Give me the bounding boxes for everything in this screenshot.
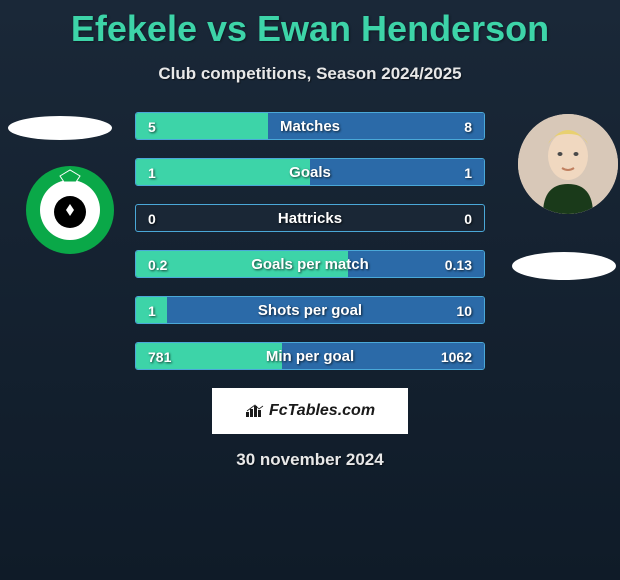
stat-row: 5Matches8 bbox=[135, 112, 485, 140]
stat-value-right: 1 bbox=[464, 159, 472, 186]
brand-text: FcTables.com bbox=[269, 402, 375, 420]
stat-value-right: 8 bbox=[464, 113, 472, 140]
avatar-icon bbox=[518, 114, 618, 214]
stat-value-right: 10 bbox=[456, 297, 472, 324]
comparison-area: 5Matches81Goals10Hattricks00.2Goals per … bbox=[0, 112, 620, 382]
stat-label: Min per goal bbox=[136, 343, 484, 370]
right-player-badge-ellipse bbox=[512, 252, 616, 280]
stat-label: Matches bbox=[136, 113, 484, 140]
brand-badge: FcTables.com bbox=[212, 388, 408, 434]
stat-row: 1Goals1 bbox=[135, 158, 485, 186]
stat-row: 0.2Goals per match0.13 bbox=[135, 250, 485, 278]
stat-label: Goals bbox=[136, 159, 484, 186]
stat-row: 781Min per goal1062 bbox=[135, 342, 485, 370]
stat-row: 0Hattricks0 bbox=[135, 204, 485, 232]
stat-label: Goals per match bbox=[136, 251, 484, 278]
stat-label: Hattricks bbox=[136, 205, 484, 232]
stat-value-right: 0.13 bbox=[445, 251, 472, 278]
footer-date: 30 november 2024 bbox=[0, 450, 620, 470]
page-subtitle: Club competitions, Season 2024/2025 bbox=[0, 64, 620, 84]
left-player-badge-ellipse bbox=[8, 116, 112, 140]
brand-chart-icon bbox=[245, 404, 265, 418]
stat-row: 1Shots per goal10 bbox=[135, 296, 485, 324]
stat-value-right: 1062 bbox=[441, 343, 472, 370]
left-club-badge bbox=[24, 164, 116, 256]
stat-bars: 5Matches81Goals10Hattricks00.2Goals per … bbox=[135, 112, 485, 388]
stat-label: Shots per goal bbox=[136, 297, 484, 324]
page-title: Efekele vs Ewan Henderson bbox=[0, 0, 620, 50]
club-badge-icon bbox=[24, 164, 116, 256]
right-player-avatar bbox=[518, 114, 618, 214]
stat-value-right: 0 bbox=[464, 205, 472, 232]
